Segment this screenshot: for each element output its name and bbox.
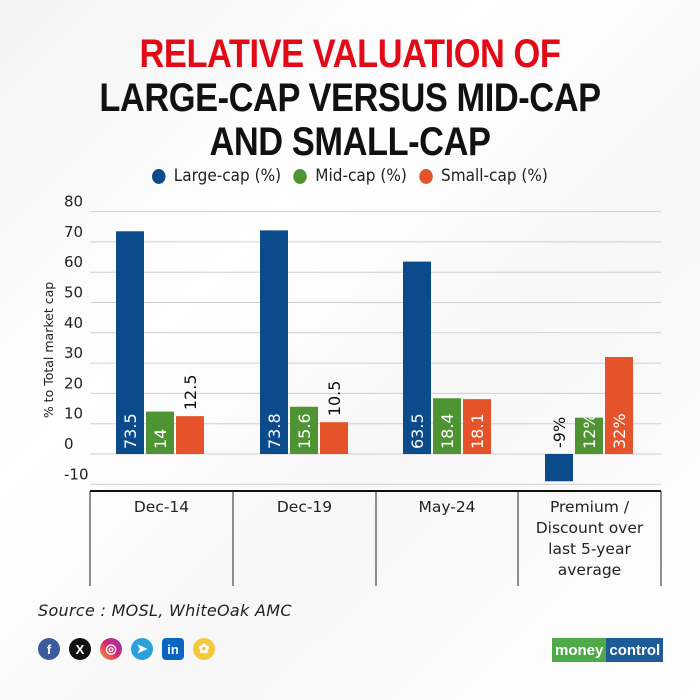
legend-item-mid-cap: Mid-cap (%): [293, 166, 407, 186]
y-tick-label: 70: [64, 223, 83, 241]
bar-largecap-0: [116, 231, 144, 454]
linkedin-icon[interactable]: in: [162, 638, 184, 660]
data-label: 14: [151, 429, 170, 449]
x-category-label: May-24: [418, 498, 475, 516]
data-label: 10.5: [325, 381, 344, 417]
bar-smallcap-3: [605, 357, 633, 454]
data-label: 73.8: [265, 413, 284, 449]
x-category-label: average: [558, 561, 621, 579]
title-line-3: AND SMALL-CAP: [209, 120, 491, 164]
source-note: Source : MOSL, WhiteOak AMC: [38, 601, 292, 620]
data-label: 32%: [610, 413, 629, 449]
bar-midcap-3: [575, 417, 603, 454]
y-tick-label: -10: [64, 465, 89, 483]
category-table: Dec-14 Dec-19 May-24 Premium / Discount over…: [89, 490, 662, 586]
legend-swatch-small-cap: [419, 168, 433, 184]
data-label: 12.5: [181, 375, 200, 411]
brand-part-control: control: [606, 638, 664, 662]
social-links: f X ◎ ➤ in ✿: [38, 638, 215, 660]
legend-label-mid-cap: Mid-cap (%): [315, 166, 407, 186]
y-tick-label: 30: [64, 344, 83, 362]
bar-midcap-2: [433, 398, 461, 454]
y-tick-label: 80: [64, 193, 83, 211]
bar-largecap-3: [545, 454, 573, 482]
instagram-icon[interactable]: ◎: [100, 638, 122, 660]
data-label: 18.1: [468, 413, 487, 449]
telegram-icon[interactable]: ➤: [131, 638, 153, 660]
legend-label-small-cap: Small-cap (%): [441, 166, 548, 186]
bar-smallcap-1: [320, 422, 348, 454]
data-label: -9%: [550, 417, 569, 448]
x-category-label: Premium /: [550, 498, 630, 516]
moneycontrol-logo[interactable]: money control: [552, 638, 664, 662]
data-label: 73.5: [121, 413, 140, 449]
bar-smallcap-0: [176, 416, 204, 454]
x-icon[interactable]: X: [69, 638, 91, 660]
y-tick-label: 50: [64, 284, 83, 302]
y-tick-label: 20: [64, 374, 83, 392]
facebook-icon[interactable]: f: [38, 638, 60, 660]
legend-label-large-cap: Large-cap (%): [173, 166, 282, 186]
data-label: 15.6: [295, 413, 314, 449]
legend-item-small-cap: Small-cap (%): [419, 166, 548, 186]
data-label: 18.4: [438, 413, 457, 449]
bar-midcap-1: [290, 406, 318, 454]
brand-part-money: money: [552, 638, 607, 662]
legend-swatch-mid-cap: [293, 168, 308, 184]
bar-midcap-0: [146, 411, 174, 454]
bar-smallcap-2: [463, 399, 491, 454]
title-line-2: LARGE-CAP VERSUS MID-CAP: [99, 76, 601, 120]
y-tick-label: 0: [64, 435, 74, 453]
y-tick-label: 60: [64, 253, 83, 271]
x-category-label: Dec-14: [134, 498, 189, 516]
data-label: 12%: [580, 413, 599, 449]
y-axis-ticks: -10 0 10 20 30 40 50 60 70 80: [64, 193, 89, 484]
y-tick-label: 40: [64, 314, 83, 332]
legend-swatch-large-cap: [152, 168, 166, 184]
bar-largecap-2: [403, 261, 431, 454]
x-category-label: last 5-year: [548, 540, 631, 558]
bar-largecap-1: [260, 230, 288, 454]
legend-item-large-cap: Large-cap (%): [152, 166, 281, 186]
y-axis-label: % to Total market cap: [41, 282, 56, 418]
snapchat-icon[interactable]: ✿: [193, 638, 215, 660]
title-line-1: RELATIVE VALUATION OF: [139, 32, 561, 76]
x-category-label: Discount over: [536, 519, 644, 537]
x-category-label: Dec-19: [277, 498, 332, 516]
bars: 73.5 14 12.5 73.8 15.6 10.5 63.5 18.4 18.1 -9% 12%…: [116, 230, 633, 482]
data-label: 63.5: [408, 413, 427, 449]
chart-legend: Large-cap (%) Mid-cap (%) Small-cap (%): [35, 166, 665, 186]
y-tick-label: 10: [64, 405, 83, 423]
